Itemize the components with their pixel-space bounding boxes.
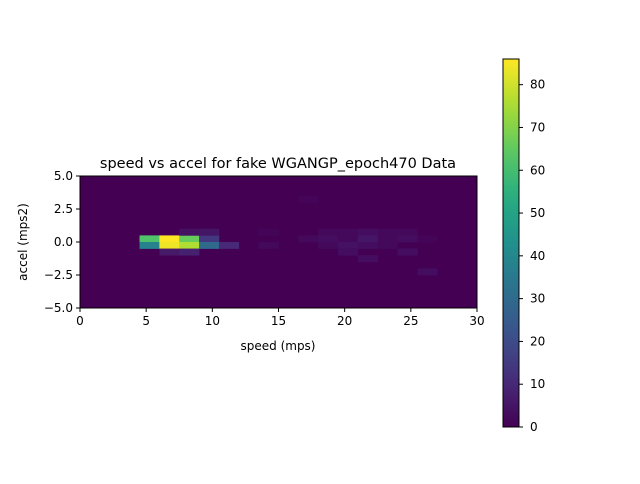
heatmap-cell: [357, 255, 379, 263]
x-tick-label: 5: [142, 314, 150, 328]
chart-title: speed vs accel for fake WGANGP_epoch470 …: [100, 156, 456, 172]
heatmap-cell: [159, 242, 180, 249]
colorbar-frame: [502, 58, 520, 428]
y-tick-label: 5.0: [54, 169, 73, 183]
heatmap-cell: [338, 248, 359, 256]
heatmap-cell: [199, 235, 220, 243]
heatmap-cell: [318, 242, 339, 249]
heatmap-cell: [179, 228, 200, 236]
colorbar-tick-label: 60: [530, 163, 545, 177]
heatmap-cell: [338, 235, 359, 243]
y-tick-label: 2.5: [54, 202, 73, 216]
x-axis: 0 5 10 15 20 25 30: [76, 308, 485, 328]
colorbar-tick-label: 70: [530, 120, 545, 134]
y-tick-label: 0.0: [54, 235, 73, 249]
heatmap-cell: [199, 228, 220, 236]
heatmap-cell: [179, 242, 200, 249]
heatmap-cell: [357, 242, 379, 249]
heatmap-cell: [258, 242, 279, 249]
heatmap-cell: [179, 235, 200, 243]
x-tick-label: 25: [403, 314, 418, 328]
heatmap-cell: [159, 248, 180, 256]
y-tick-label: −2.5: [44, 268, 73, 282]
heatmap-cell: [338, 242, 359, 249]
heatmap-cell: [338, 228, 359, 236]
x-tick-label: 15: [271, 314, 286, 328]
heatmap-cell: [397, 228, 418, 236]
heatmap-cell: [377, 228, 398, 236]
heatmap-cell: [258, 228, 279, 236]
heatmap-cell: [397, 248, 418, 256]
heatmap-cell: [218, 242, 240, 249]
heatmap-cell: [397, 235, 418, 243]
x-tick-label: 30: [469, 314, 484, 328]
x-tick-label: 10: [205, 314, 220, 328]
y-axis-label: accel (mps2): [16, 203, 30, 281]
colorbar-tick-label: 30: [530, 292, 545, 306]
colorbar-tick-label: 10: [530, 377, 545, 391]
heatmap-cell: [417, 268, 438, 276]
heatmap-cell: [298, 195, 319, 203]
colorbar-tick-label: 0: [530, 420, 538, 434]
y-axis: −5.0 −2.5 0.0 2.5 5.0: [44, 169, 80, 315]
heatmap-cell: [139, 242, 160, 249]
heatmap-cell: [199, 242, 220, 249]
colorbar-gradient: [503, 59, 519, 427]
colorbar-tick-label: 50: [530, 206, 545, 220]
heatmap-cell: [417, 235, 438, 243]
colorbar-tick-label: 20: [530, 334, 545, 348]
heatmap-cell: [139, 235, 160, 243]
colorbar-tick-label: 80: [530, 78, 545, 92]
heatmap-cell: [377, 242, 398, 249]
x-tick-label: 20: [337, 314, 352, 328]
heatmap-cells: [80, 176, 477, 308]
heatmap-cell: [357, 235, 379, 243]
heatmap-cell: [318, 228, 339, 236]
heatmap-cell: [318, 235, 339, 243]
colorbar: 0 10 20 30 40 50 60 70 80: [502, 58, 545, 434]
colorbar-tick-label: 40: [530, 249, 545, 263]
heatmap-cell: [357, 228, 379, 236]
heatmap-cell: [298, 235, 319, 243]
heatmap-cell: [179, 248, 200, 256]
heatmap-cell: [377, 235, 398, 243]
x-tick-label: 0: [76, 314, 84, 328]
heatmap-cell: [159, 235, 180, 243]
x-axis-label: speed (mps): [241, 339, 316, 353]
y-tick-label: −5.0: [44, 301, 73, 315]
